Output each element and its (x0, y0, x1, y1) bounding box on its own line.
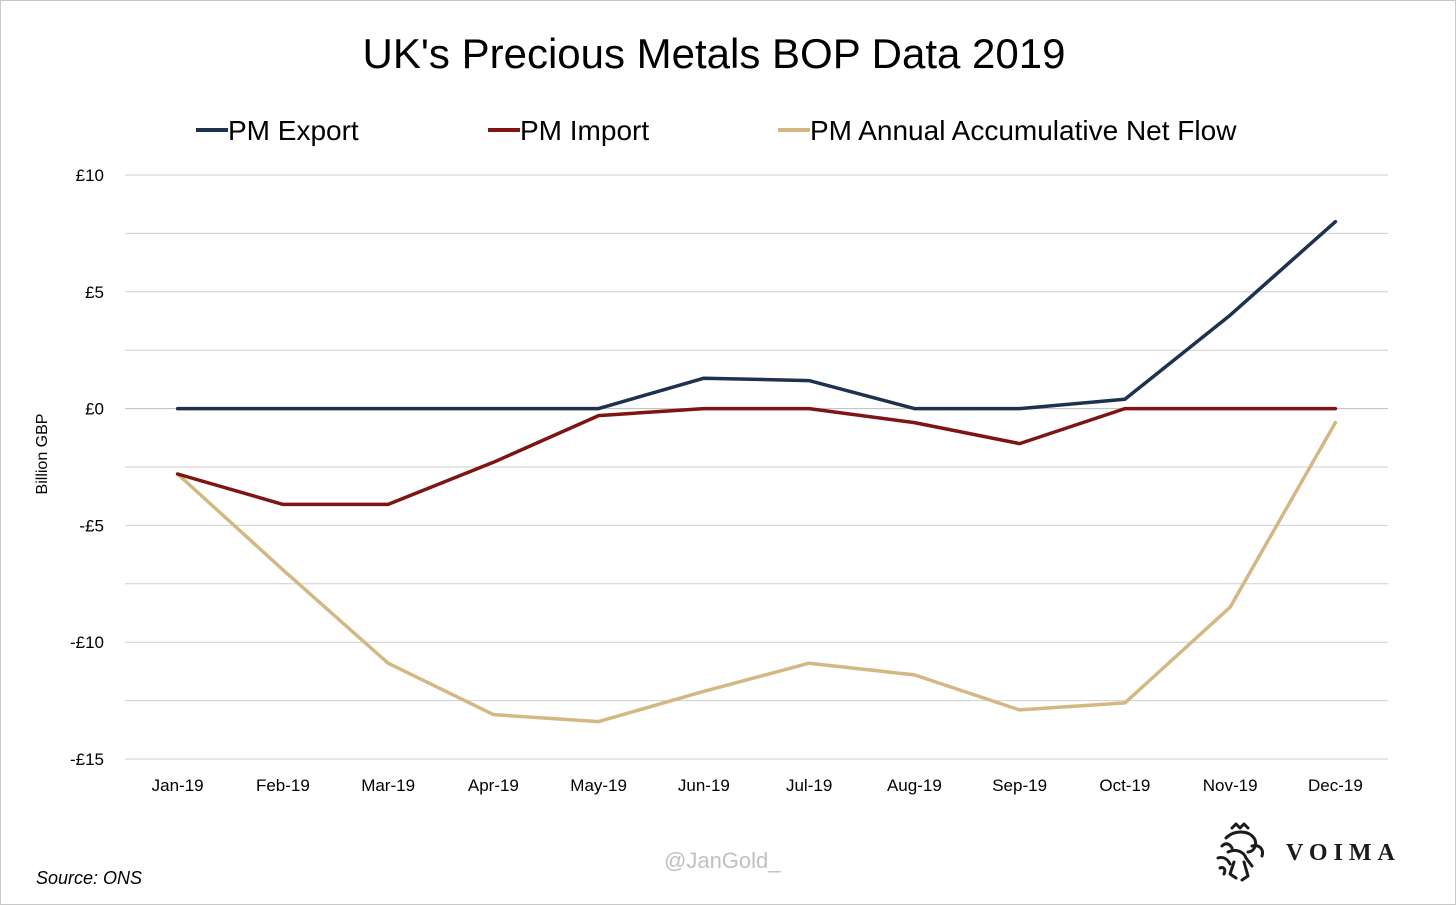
y-tick-label: -£10 (70, 633, 104, 652)
x-tick-label: Jan-19 (152, 776, 204, 795)
x-tick-label: Mar-19 (361, 776, 415, 795)
legend-item: PM Annual Accumulative Net Flow (778, 115, 1237, 146)
brand-wordmark: VOIMA (1286, 839, 1401, 866)
legend-label: PM Annual Accumulative Net Flow (810, 115, 1237, 146)
x-tick-label: Feb-19 (256, 776, 310, 795)
x-tick-label: Apr-19 (468, 776, 519, 795)
legend-item: PM Import (488, 115, 649, 146)
watermark: @JanGold_ (664, 848, 781, 873)
series-line (175, 420, 1338, 724)
legend-label: PM Export (228, 115, 359, 146)
x-tick-label: Nov-19 (1203, 776, 1258, 795)
x-tick-label: Sep-19 (992, 776, 1047, 795)
series-line (175, 406, 1338, 507)
legend: PM Export PM Import PM Annual Accumulative… (196, 115, 1237, 146)
y-tick-label: -£5 (79, 516, 104, 535)
lion-crest-icon (1216, 822, 1264, 882)
x-tick-label: Jul-19 (786, 776, 832, 795)
legend-item: PM Export (196, 115, 359, 146)
y-axis-label: Billion GBP (34, 414, 51, 495)
gridlines (125, 174, 1388, 760)
y-tick-label: £5 (85, 283, 104, 302)
x-tick-label: Oct-19 (1099, 776, 1150, 795)
source-note: Source: ONS (36, 868, 143, 888)
y-tick-label: £0 (85, 400, 104, 419)
series-line (175, 219, 1338, 411)
x-tick-label: Jun-19 (678, 776, 730, 795)
x-tick-label: May-19 (570, 776, 627, 795)
chart-title: UK's Precious Metals BOP Data 2019 (363, 30, 1066, 77)
x-tick-label: Aug-19 (887, 776, 942, 795)
legend-label: PM Import (520, 115, 649, 146)
y-tick-label: £10 (76, 166, 104, 185)
y-axis-ticks: £10 £5 £0 -£5 -£10 -£15 (70, 166, 104, 769)
x-axis-ticks: Jan-19 Feb-19 Mar-19 Apr-19 May-19 Jun-19 Jul-… (152, 776, 1363, 795)
y-tick-label: -£15 (70, 750, 104, 769)
x-tick-label: Dec-19 (1308, 776, 1363, 795)
series-lines (175, 219, 1338, 724)
brand-logo: VOIMA (1212, 822, 1401, 884)
